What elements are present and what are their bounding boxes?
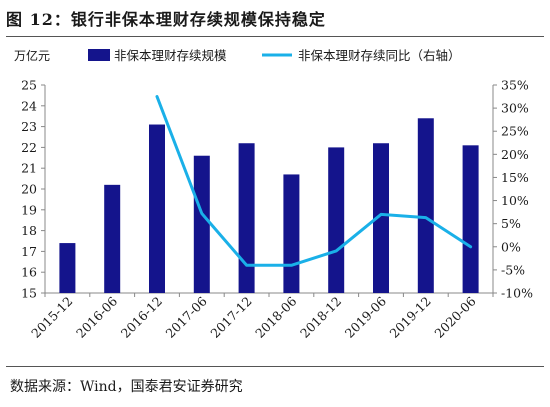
right-tick-label: 5% bbox=[501, 216, 521, 231]
left-tick-label: 21 bbox=[21, 161, 37, 176]
left-tick-label: 19 bbox=[21, 202, 37, 217]
x-tick-label: 2017-06 bbox=[163, 293, 210, 340]
right-tick-label: 35% bbox=[501, 78, 529, 93]
bar bbox=[193, 155, 210, 293]
bar bbox=[328, 147, 345, 293]
x-tick-label: 2016-06 bbox=[73, 293, 120, 340]
legend-swatch-bar bbox=[88, 49, 110, 61]
bar bbox=[462, 145, 479, 293]
left-axis-unit: 万亿元 bbox=[14, 48, 50, 63]
bar bbox=[149, 124, 165, 294]
legend-label-line: 非保本理财存续同比（右轴） bbox=[298, 48, 461, 63]
x-tick-label: 2015-12 bbox=[28, 294, 75, 341]
left-tick-label: 18 bbox=[21, 223, 37, 238]
bar bbox=[59, 243, 76, 293]
right-tick-label: 25% bbox=[501, 124, 529, 139]
bar bbox=[283, 174, 300, 293]
right-tick-label: 0% bbox=[501, 239, 521, 254]
x-tick-label: 2016-12 bbox=[118, 294, 165, 341]
source-rule bbox=[6, 366, 544, 367]
left-tick-label: 22 bbox=[21, 140, 37, 155]
bar bbox=[104, 184, 121, 293]
right-tick-label: -5% bbox=[501, 262, 525, 277]
x-tick-label: 2018-12 bbox=[297, 294, 344, 341]
left-tick-label: 17 bbox=[21, 244, 37, 259]
source-note: 数据来源：Wind，国泰君安证券研究 bbox=[10, 379, 243, 395]
right-tick-label: 30% bbox=[501, 101, 529, 116]
right-tick-label: 10% bbox=[501, 193, 529, 208]
x-tick-label: 2017-12 bbox=[207, 294, 254, 341]
left-tick-label: 23 bbox=[21, 119, 37, 134]
left-tick-label: 24 bbox=[21, 98, 37, 113]
plot-area: 15 16 17 18 19 20 21 22 23 24 25 -10% -5% 0% 5% 10% 15% 2… bbox=[21, 78, 533, 341]
x-tick-label: 2019-06 bbox=[342, 293, 389, 340]
left-tick-label: 15 bbox=[21, 286, 37, 301]
title-rule bbox=[6, 36, 544, 37]
left-tick-label: 20 bbox=[21, 182, 37, 197]
yoy-growth-line bbox=[155, 95, 473, 267]
left-tick-label: 25 bbox=[21, 78, 37, 93]
x-tick-label: 2018-06 bbox=[252, 293, 299, 340]
legend: 非保本理财存续规模 非保本理财存续同比（右轴） bbox=[88, 48, 461, 63]
right-tick-label: 20% bbox=[501, 147, 529, 162]
bar bbox=[238, 143, 255, 293]
bar bbox=[417, 118, 434, 293]
legend-label-bar: 非保本理财存续规模 bbox=[114, 48, 227, 63]
combo-chart: 万亿元 非保本理财存续规模 非保本理财存续同比（右轴） 15 16 17 18 19 20… bbox=[14, 48, 533, 341]
right-tick-label: 15% bbox=[501, 170, 529, 185]
figure-title: 图 12：银行非保本理财存续规模保持稳定 bbox=[6, 10, 326, 29]
bar bbox=[373, 143, 389, 293]
x-tick-label: 2020-06 bbox=[431, 293, 478, 340]
x-tick-label: 2019-12 bbox=[387, 294, 434, 341]
right-tick-label: -10% bbox=[501, 286, 533, 301]
left-tick-label: 16 bbox=[21, 265, 37, 280]
